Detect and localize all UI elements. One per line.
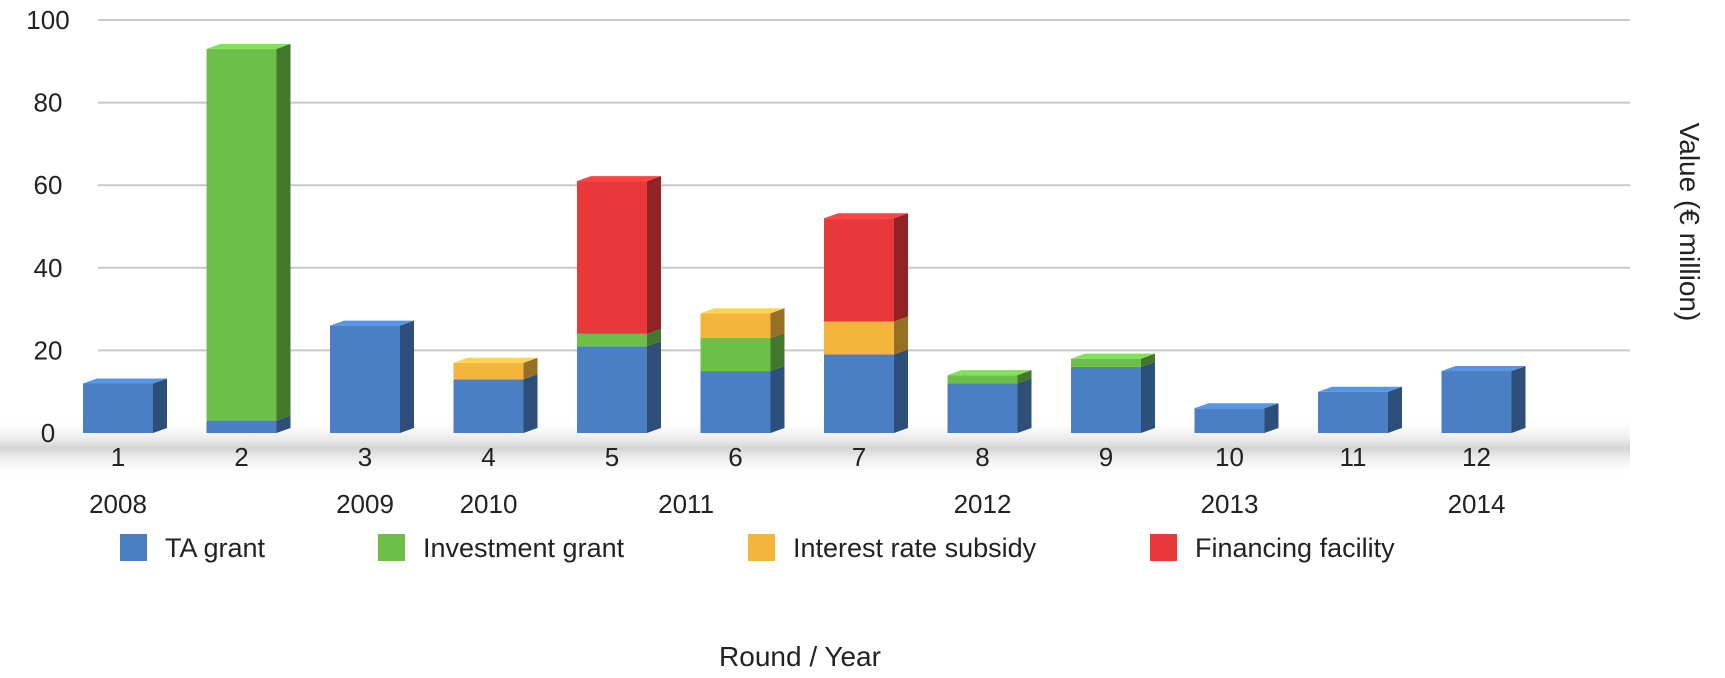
category-label: 11	[1340, 442, 1367, 472]
bar-top	[453, 357, 538, 363]
category-label: 9	[1099, 442, 1113, 472]
y-tick-label: 20	[34, 335, 63, 365]
bar-top	[330, 320, 414, 326]
year-labels: 2008 2009 2010 2011 2012 2013 2014	[89, 489, 1505, 519]
bar-top	[1071, 353, 1155, 359]
bar-top	[1194, 403, 1279, 409]
bar-segment	[1071, 361, 1155, 433]
year-label: 2012	[954, 489, 1012, 519]
y-tick-label: 40	[34, 253, 63, 283]
category-label: 5	[605, 442, 619, 472]
legend: TA grant Investment grant Interest rate su…	[120, 533, 1395, 563]
legend-item: Interest rate subsidy	[748, 533, 1037, 563]
y-tick-label: 0	[41, 418, 55, 448]
bar-top	[577, 176, 661, 182]
category-label: 6	[728, 442, 742, 472]
legend-item: Investment grant	[378, 533, 625, 563]
bar-segment	[83, 378, 167, 433]
y-axis-title: Value (€ million)	[1674, 123, 1705, 322]
bar-segment	[206, 415, 291, 433]
category-label: 10	[1215, 442, 1244, 472]
legend-label: Interest rate subsidy	[793, 533, 1037, 563]
legend-label: TA grant	[165, 533, 266, 563]
bar-segment	[1071, 353, 1155, 367]
bar-segment	[947, 378, 1032, 433]
bar-segment	[700, 333, 785, 372]
legend-swatch	[1150, 534, 1177, 561]
category-label: 1	[111, 442, 125, 472]
bar-top	[824, 213, 908, 219]
y-tick-label: 80	[34, 88, 63, 118]
bar-segment	[1441, 366, 1526, 433]
y-tick-label: 60	[34, 170, 63, 200]
year-label: 2011	[658, 489, 714, 519]
bar-segment	[577, 176, 661, 334]
category-label: 8	[975, 442, 989, 472]
bar-top	[206, 43, 291, 49]
bar-top	[1318, 386, 1402, 392]
year-label: 2014	[1448, 489, 1506, 519]
bar-segment	[824, 213, 908, 322]
bar-segment	[577, 341, 661, 433]
year-label: 2008	[89, 489, 147, 519]
bar-segment	[453, 357, 538, 380]
legend-swatch	[120, 534, 147, 561]
legend-swatch	[378, 534, 405, 561]
bar-segment	[1194, 403, 1279, 433]
category-label: 7	[852, 442, 866, 472]
bar-segment	[206, 43, 291, 421]
category-label: 3	[358, 442, 372, 472]
bar-segment	[577, 328, 661, 347]
category-label: 12	[1462, 442, 1491, 472]
year-label: 2009	[336, 489, 394, 519]
bar-segment	[1318, 386, 1402, 433]
year-label: 2010	[460, 489, 518, 519]
bar-top	[947, 370, 1032, 376]
bar-segment	[700, 308, 785, 339]
y-tick-labels: 0 20 40 60 80 100	[26, 5, 69, 448]
bar-top	[1441, 366, 1526, 372]
legend-label: Investment grant	[423, 533, 625, 563]
bar-top	[83, 378, 167, 384]
year-label: 2013	[1201, 489, 1259, 519]
bar-segment	[330, 320, 414, 433]
bar-top	[700, 308, 785, 314]
category-label: 2	[234, 442, 248, 472]
legend-swatch	[748, 534, 775, 561]
bars	[83, 43, 1526, 433]
legend-item: Financing facility	[1150, 533, 1395, 563]
category-label: 4	[481, 442, 495, 472]
legend-item: TA grant	[120, 533, 266, 563]
bar-segment	[700, 366, 785, 433]
bar-segment	[453, 374, 538, 433]
bar-segment	[824, 316, 908, 355]
bar-segment	[947, 370, 1032, 384]
y-tick-label: 100	[26, 5, 69, 35]
x-axis-title: Round / Year	[719, 641, 881, 672]
bar-segment	[824, 349, 908, 433]
legend-label: Financing facility	[1195, 533, 1395, 563]
category-labels: 1 2 3 4 5 6 7 8 9 10 11 12	[111, 442, 1491, 472]
